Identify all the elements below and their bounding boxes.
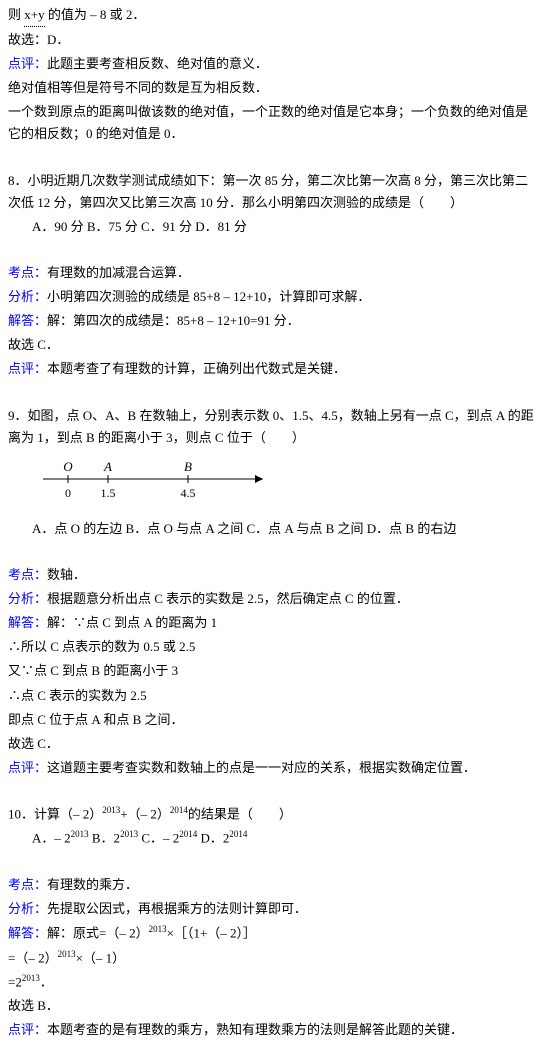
number-line-svg: O A B 0 1.5 4.5 <box>38 457 278 503</box>
q8-fenxi: 分析：小明第四次测验的成绩是 85+8 – 12+10，计算即可求解． <box>8 286 537 308</box>
q8-jieda-2: 故选 C． <box>8 334 537 356</box>
exp: 2014 <box>170 805 188 815</box>
opt-b: B．2 <box>89 831 120 846</box>
text: 10．计算（– 2） <box>8 806 102 821</box>
label-jieda: 解答： <box>8 313 47 328</box>
text: 有理数的乘方． <box>47 877 138 892</box>
intro-line-1: 则 x+y 的值为 – 8 或 2． <box>8 4 537 27</box>
text: 解：第四次的成绩是：85+8 – 12+10=91 分． <box>47 313 300 328</box>
q9-jieda-4: ∴点 C 表示的实数为 2.5 <box>8 685 537 707</box>
label-kaodian: 考点： <box>8 877 47 892</box>
text: =2 <box>8 974 22 989</box>
opt-a: A．– 2 <box>32 831 71 846</box>
q9-jieda-6: 故选 C． <box>8 733 537 755</box>
q8-text: 8．小明近期几次数学测试成绩如下：第一次 85 分，第二次比第一次高 8 分，第… <box>8 170 537 214</box>
text: 解：原式=（– 2） <box>47 925 149 940</box>
text: 的值为 – 8 或 2． <box>45 7 146 22</box>
label-dianping: 点评： <box>8 56 47 71</box>
q9-options: A．点 O 的左边 B．点 O 与点 A 之间 C．点 A 与点 B 之间 D．… <box>8 518 537 540</box>
label-jieda: 解答： <box>8 615 47 630</box>
intro-line-5: 一个数到原点的距离叫做该数的绝对值，一个正数的绝对值是它本身；一个负数的绝对值是… <box>8 101 537 145</box>
q8-options: A．90 分 B．75 分 C．91 分 D．81 分 <box>8 216 537 238</box>
q8-dianping: 点评：本题考查了有理数的计算，正确列出代数式是关键． <box>8 358 537 380</box>
label-jieda: 解答： <box>8 925 47 940</box>
text: 这道题主要考查实数和数轴上的点是一一对应的关系，根据实数确定位置． <box>47 760 476 775</box>
opt-d: D．2 <box>197 831 229 846</box>
label-kaodian: 考点： <box>8 567 47 582</box>
label-B: B <box>184 459 192 474</box>
exp: 2013 <box>149 924 167 934</box>
q9-jieda: 解答：解：∵点 C 到点 A 的距离为 1 <box>8 612 537 634</box>
intro-line-2: 故选：D． <box>8 29 537 51</box>
label-fenxi: 分析： <box>8 289 47 304</box>
exp: 2013 <box>102 805 120 815</box>
q10-kaodian: 考点：有理数的乘方． <box>8 874 537 896</box>
formula: x+y <box>24 4 44 27</box>
tick-1: 1.5 <box>101 486 116 500</box>
text: ×［（1+（– 2）］ <box>167 925 256 940</box>
label-kaodian: 考点： <box>8 265 47 280</box>
q10-text: 10．计算（– 2）2013+（– 2）2014的结果是（ ） <box>8 803 537 825</box>
text: 解：∵点 C 到点 A 的距离为 1 <box>47 615 217 630</box>
label-dianping: 点评： <box>8 1022 47 1037</box>
q9-jieda-2: ∴所以 C 点表示的数为 0.5 或 2.5 <box>8 636 537 658</box>
text: 有理数的加减混合运算． <box>47 265 190 280</box>
text: 此题主要考查相反数、绝对值的意义． <box>47 56 268 71</box>
text: 则 <box>8 7 24 22</box>
label-fenxi: 分析： <box>8 901 47 916</box>
q10-jieda-3: =22013． <box>8 971 537 993</box>
text: 根据题意分析出点 C 表示的实数是 2.5，然后确定点 C 的位置． <box>47 591 409 606</box>
q8-kaodian: 考点：有理数的加减混合运算． <box>8 262 537 284</box>
q9-dianping: 点评：这道题主要考查实数和数轴上的点是一一对应的关系，根据实数确定位置． <box>8 757 537 779</box>
exp: 2013 <box>58 949 76 959</box>
q10-dianping: 点评：本题考查的是有理数的乘方，熟知有理数乘方的法则是解答此题的关键． <box>8 1019 537 1041</box>
exp: 2014 <box>179 829 197 839</box>
number-line-diagram: O A B 0 1.5 4.5 <box>38 457 537 510</box>
text: ． <box>40 974 53 989</box>
q8-jieda: 解答：解：第四次的成绩是：85+8 – 12+10=91 分． <box>8 310 537 332</box>
label-A: A <box>103 459 112 474</box>
text: 本题考查的是有理数的乘方，熟知有理数乘方的法则是解答此题的关键． <box>47 1022 463 1037</box>
text: =（– 2） <box>8 950 58 965</box>
q9-fenxi: 分析：根据题意分析出点 C 表示的实数是 2.5，然后确定点 C 的位置． <box>8 588 537 610</box>
q9-jieda-3: 又∵点 C 到点 B 的距离小于 3 <box>8 660 537 682</box>
intro-dianping: 点评：此题主要考查相反数、绝对值的意义． <box>8 53 537 75</box>
exp: 2014 <box>229 829 247 839</box>
text: 本题考查了有理数的计算，正确列出代数式是关键． <box>47 361 346 376</box>
exp: 2013 <box>120 829 138 839</box>
label-O: O <box>63 459 73 474</box>
exp: 2013 <box>71 829 89 839</box>
tick-0: 0 <box>65 486 71 500</box>
text: +（– 2） <box>120 806 170 821</box>
exp: 2013 <box>22 973 40 983</box>
text: 先提取公因式，再根据乘方的法则计算即可． <box>47 901 307 916</box>
intro-line-4: 绝对值相等但是符号不同的数是互为相反数． <box>8 77 537 99</box>
opt-c: C．– 2 <box>138 831 179 846</box>
text: 小明第四次测验的成绩是 85+8 – 12+10，计算即可求解． <box>47 289 370 304</box>
q10-options: A．– 22013 B．22013 C．– 22014 D．22014 <box>8 827 537 849</box>
q9-kaodian: 考点：数轴． <box>8 564 537 586</box>
text: ×（– 1） <box>76 950 126 965</box>
q9-text: 9．如图，点 O、A、B 在数轴上，分别表示数 0、1.5、4.5，数轴上另有一… <box>8 405 537 449</box>
tick-2: 4.5 <box>181 486 196 500</box>
q10-jieda-2: =（– 2）2013×（– 1） <box>8 947 537 969</box>
text: 的结果是（ ） <box>188 806 292 821</box>
label-dianping: 点评： <box>8 361 47 376</box>
label-fenxi: 分析： <box>8 591 47 606</box>
label-dianping: 点评： <box>8 760 47 775</box>
text: 数轴． <box>47 567 86 582</box>
q10-jieda-1: 解答：解：原式=（– 2）2013×［（1+（– 2）］ <box>8 922 537 944</box>
q10-jieda-4: 故选 B． <box>8 995 537 1017</box>
q10-fenxi: 分析：先提取公因式，再根据乘方的法则计算即可． <box>8 898 537 920</box>
q9-jieda-5: 即点 C 位于点 A 和点 B 之间． <box>8 709 537 731</box>
